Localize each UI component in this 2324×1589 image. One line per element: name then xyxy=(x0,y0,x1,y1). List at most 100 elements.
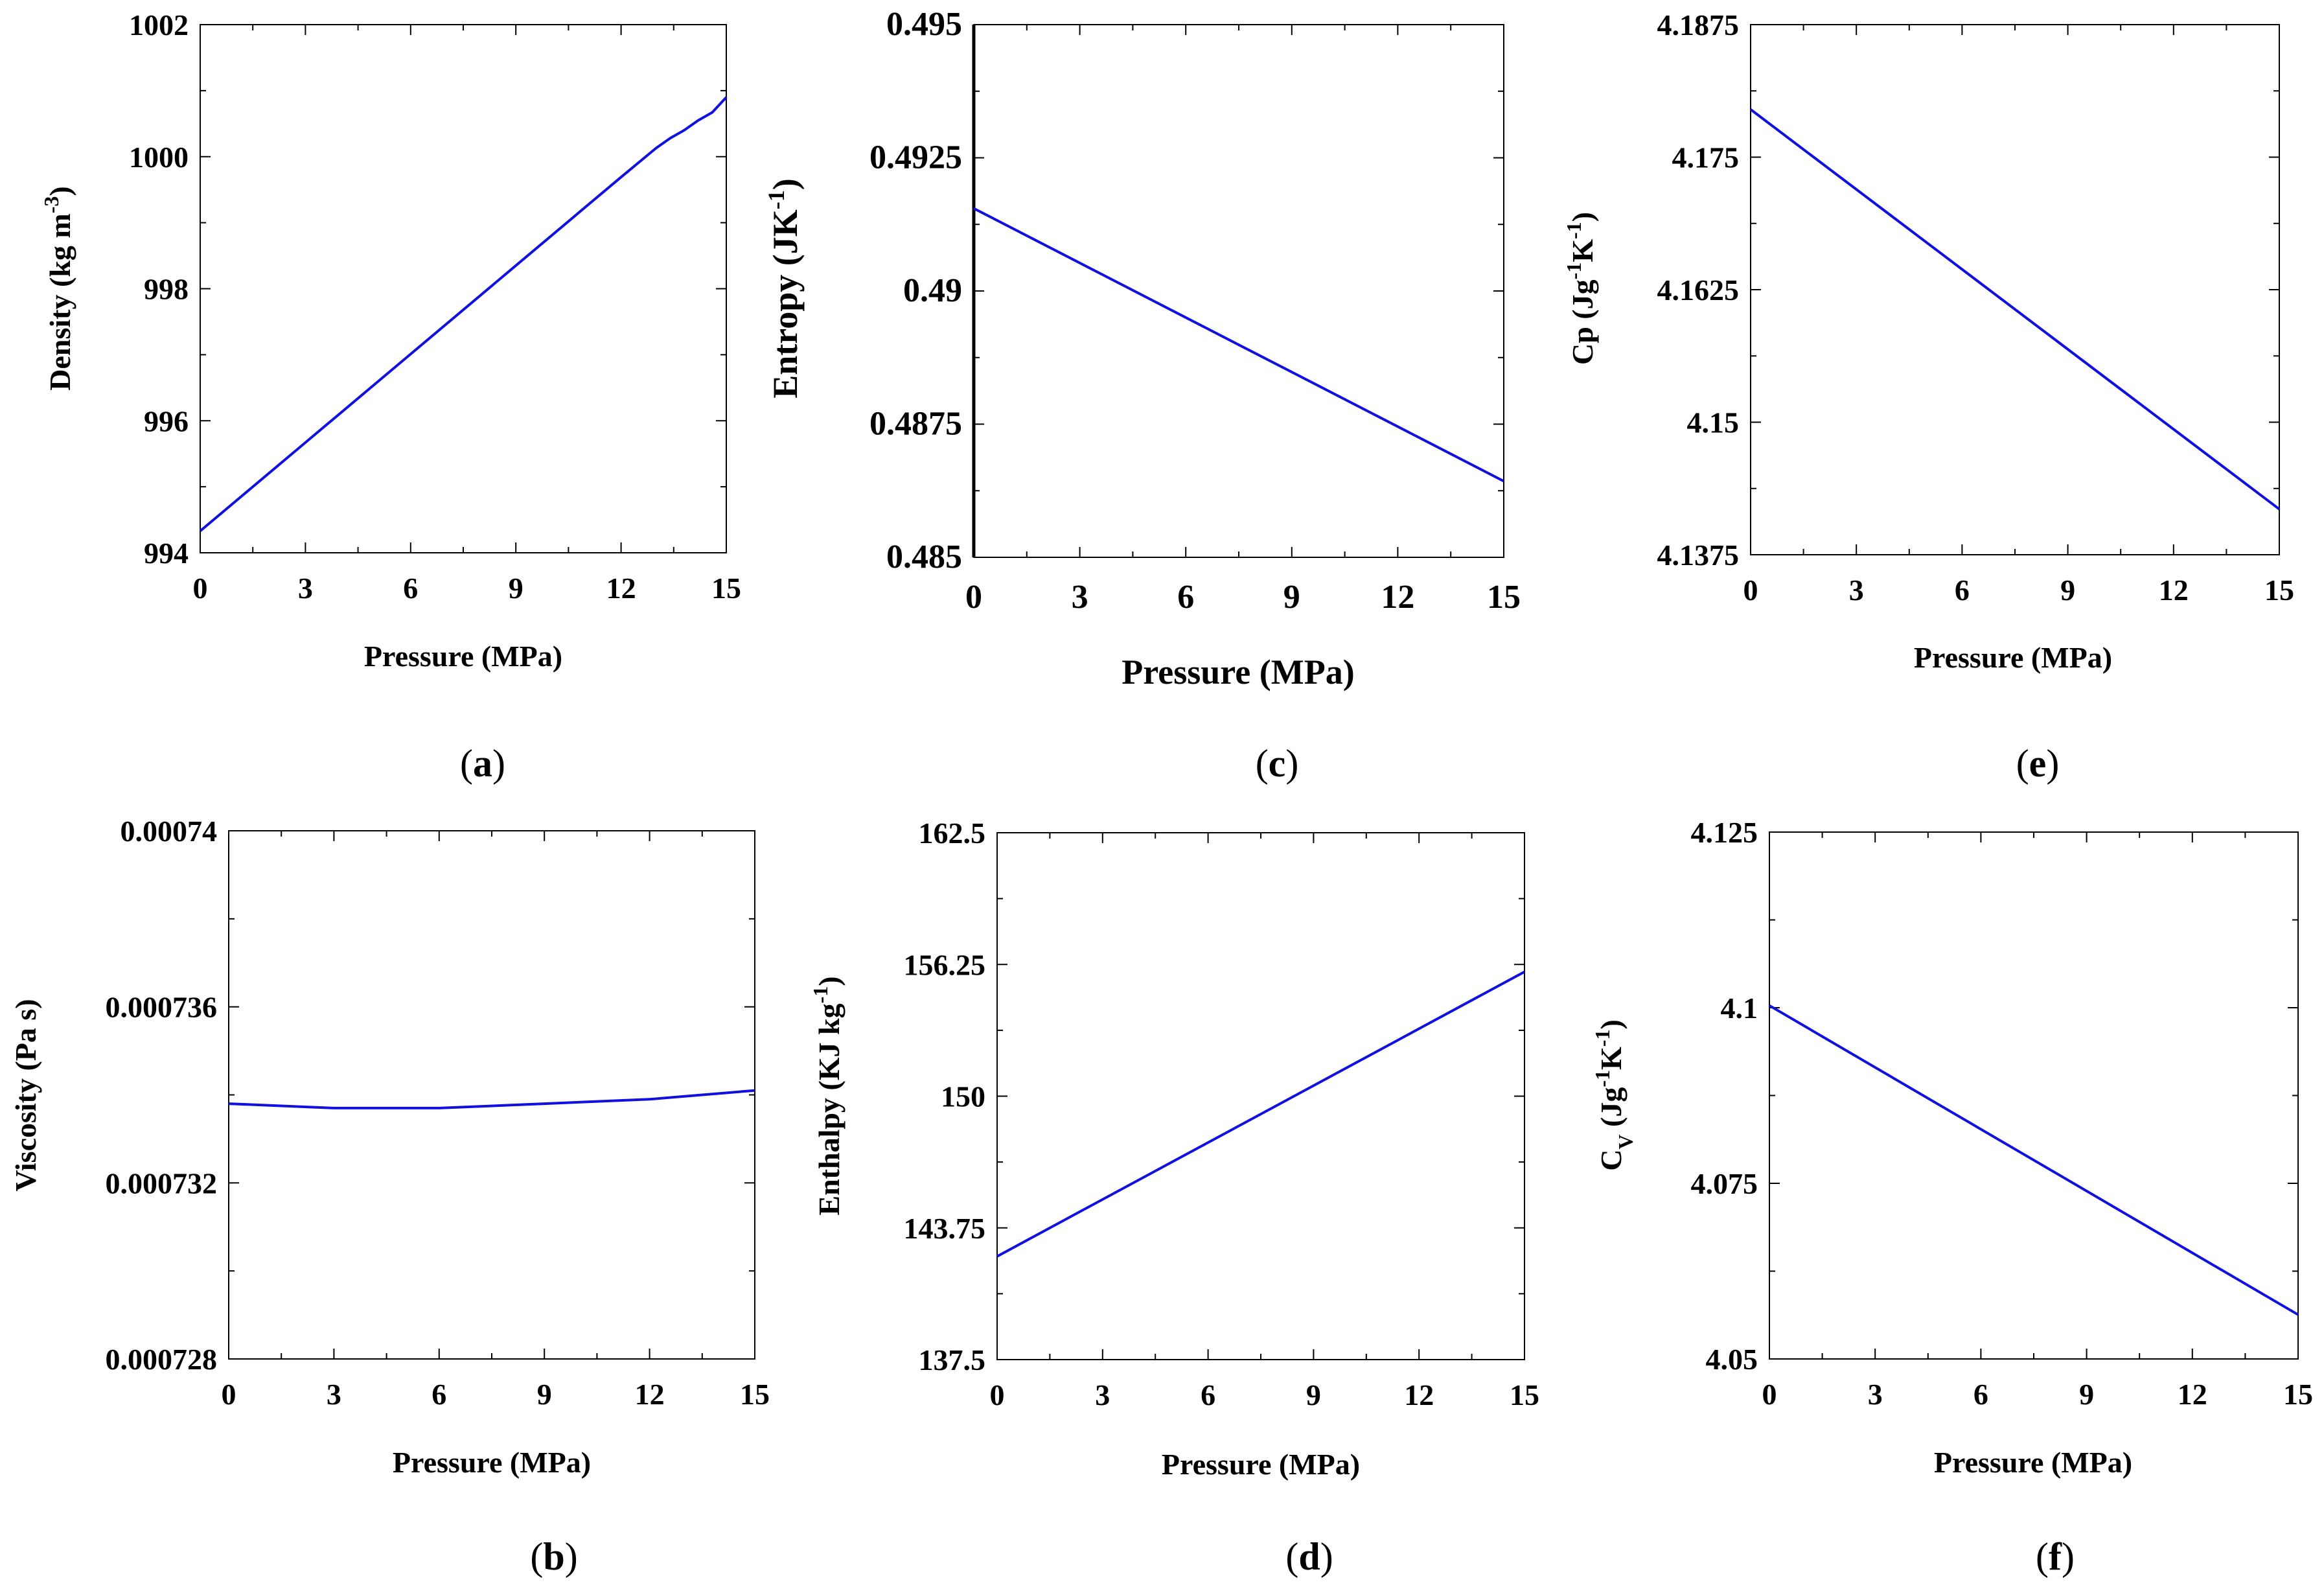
series-line-b-0 xyxy=(228,1089,755,1109)
x-axis-title-d: Pressure (MPa) xyxy=(1162,1448,1360,1481)
series-line-d-0 xyxy=(996,970,1525,1258)
y-tick-label-a-4: 1002 xyxy=(129,8,189,41)
panel-label-a: (a) xyxy=(460,742,505,785)
x-tick-label-a-5: 15 xyxy=(711,572,741,605)
ticks-c: 0 3 6 9 12 15 0.485 0.4875 0.49 0.4925 0.495 xyxy=(869,6,1521,616)
y-tick-label-c-1: 0.4875 xyxy=(869,406,962,443)
y-tick-label-e-1: 4.15 xyxy=(1687,406,1740,439)
series-group-a xyxy=(199,96,728,532)
x-tick-label-b-2: 6 xyxy=(431,1378,446,1411)
x-tick-label-d-2: 6 xyxy=(1201,1378,1215,1411)
y-tick-label-f-0: 4.05 xyxy=(1706,1343,1758,1376)
x-tick-label-a-0: 0 xyxy=(193,572,208,605)
chart-panel-f: 0 3 6 9 12 15 4.05 4.075 4.1 4.125 Pressure (MPa)… xyxy=(1591,816,2313,1578)
y-tick-label-b-1: 0.000732 xyxy=(106,1166,218,1200)
y-tick-label-c-4: 0.495 xyxy=(886,6,962,43)
x-tick-label-c-0: 0 xyxy=(965,579,982,616)
y-tick-label-c-2: 0.49 xyxy=(903,272,962,309)
panel-label-c: (c) xyxy=(1256,742,1299,785)
y-axis-title-c: Entropy (JK-1) xyxy=(763,178,805,399)
series-group-f xyxy=(1768,1004,2299,1316)
y-axis-title-a: Density (kg m-3) xyxy=(40,186,76,390)
x-tick-label-a-4: 12 xyxy=(606,572,636,605)
ticks-f: 0 3 6 9 12 15 4.05 4.075 4.1 4.125 xyxy=(1691,816,2314,1411)
y-tick-label-b-2: 0.000736 xyxy=(106,991,218,1024)
y-tick-label-f-3: 4.125 xyxy=(1691,816,1758,849)
y-tick-label-d-2: 150 xyxy=(941,1080,985,1113)
x-axis-title-e: Pressure (MPa) xyxy=(1914,641,2112,674)
series-group-d xyxy=(996,970,1525,1258)
x-tick-label-f-2: 6 xyxy=(1973,1378,1988,1411)
plot-area-a xyxy=(200,24,727,553)
x-tick-label-b-4: 12 xyxy=(635,1378,665,1411)
plot-area-f xyxy=(1769,831,2299,1360)
y-tick-label-f-2: 4.1 xyxy=(1721,992,1758,1025)
series-group-b xyxy=(228,1089,755,1109)
x-tick-label-e-3: 9 xyxy=(2060,574,2075,607)
chart-panel-c: 0 3 6 9 12 15 0.485 0.4875 0.49 0.4925 0.495 Press… xyxy=(763,6,1521,785)
x-tick-label-b-1: 3 xyxy=(327,1378,341,1411)
y-tick-label-c-3: 0.4925 xyxy=(869,139,962,176)
x-tick-label-f-1: 3 xyxy=(1868,1378,1883,1411)
x-tick-label-c-5: 15 xyxy=(1487,579,1521,616)
x-tick-label-e-4: 12 xyxy=(2159,574,2189,607)
panel-label-e: (e) xyxy=(2016,742,2060,785)
y-tick-label-c-0: 0.485 xyxy=(886,539,962,575)
y-axis-title-f: CV (Jg-1K-1) xyxy=(1591,1019,1637,1171)
y-tick-label-b-3: 0.00074 xyxy=(121,815,218,848)
y-tick-label-e-4: 4.1875 xyxy=(1657,8,1740,41)
x-tick-label-a-2: 6 xyxy=(403,572,418,605)
x-tick-label-e-2: 6 xyxy=(1955,574,1970,607)
plot-area-e xyxy=(1750,24,2280,555)
plot-area-b xyxy=(228,830,755,1360)
x-tick-label-d-1: 3 xyxy=(1095,1378,1110,1411)
y-tick-label-f-1: 4.075 xyxy=(1691,1167,1758,1200)
x-tick-label-b-0: 0 xyxy=(222,1378,236,1411)
x-tick-label-d-3: 9 xyxy=(1306,1378,1321,1411)
x-tick-label-a-1: 3 xyxy=(298,572,313,605)
plot-area-c xyxy=(973,24,1504,558)
ticks-b: 0 3 6 9 12 15 0.000728 0.000732 0.000736 0.00074 xyxy=(106,815,770,1411)
y-tick-label-a-1: 996 xyxy=(144,404,189,437)
y-tick-label-d-0: 137.5 xyxy=(919,1343,986,1376)
chart-panel-e: 0 3 6 9 12 15 4.1375 4.15 4.1625 4.175 4.1875 Pres… xyxy=(1562,8,2294,785)
x-tick-label-d-0: 0 xyxy=(990,1378,1005,1411)
y-tick-label-b-0: 0.000728 xyxy=(106,1343,218,1376)
ticks-a: 0 3 6 9 12 15 994 996 998 1000 1002 xyxy=(129,8,741,605)
y-tick-label-d-1: 143.75 xyxy=(904,1212,986,1245)
x-axis-title-a: Pressure (MPa) xyxy=(364,640,562,673)
plot-area-d xyxy=(996,832,1525,1360)
panel-label-f: (f) xyxy=(2036,1535,2075,1578)
series-group-e xyxy=(1749,108,2281,511)
chart-panel-a: 0 3 6 9 12 15 994 996 998 1000 1002 Pressure (MPa)… xyxy=(40,8,741,785)
x-tick-label-e-1: 3 xyxy=(1849,574,1864,607)
ticks-e: 0 3 6 9 12 15 4.1375 4.15 4.1625 4.175 4.1875 xyxy=(1657,8,2295,607)
y-tick-label-d-3: 156.25 xyxy=(904,948,986,981)
x-axis-title-b: Pressure (MPa) xyxy=(393,1446,591,1479)
y-tick-label-a-3: 1000 xyxy=(129,141,189,174)
series-line-e-0 xyxy=(1749,108,2281,511)
y-tick-label-e-2: 4.1625 xyxy=(1657,273,1740,307)
x-axis-title-f: Pressure (MPa) xyxy=(1934,1446,2132,1479)
x-tick-label-f-3: 9 xyxy=(2079,1378,2094,1411)
x-tick-label-c-1: 3 xyxy=(1072,579,1088,616)
series-line-c-0 xyxy=(973,207,1504,483)
y-tick-label-d-4: 162.5 xyxy=(919,817,986,850)
x-tick-label-f-4: 12 xyxy=(2178,1378,2207,1411)
y-tick-label-a-2: 998 xyxy=(144,273,189,306)
x-tick-label-e-0: 0 xyxy=(1743,574,1758,607)
x-axis-title-c: Pressure (MPa) xyxy=(1122,653,1354,691)
x-tick-label-c-4: 12 xyxy=(1381,579,1414,616)
x-tick-label-d-5: 15 xyxy=(1510,1378,1539,1411)
x-tick-label-a-3: 9 xyxy=(509,572,523,605)
x-tick-label-d-4: 12 xyxy=(1404,1378,1434,1411)
y-tick-label-a-0: 994 xyxy=(144,537,189,570)
x-tick-label-b-3: 9 xyxy=(537,1378,552,1411)
x-tick-label-f-5: 15 xyxy=(2283,1378,2313,1411)
series-line-f-0 xyxy=(1768,1004,2299,1316)
y-axis-title-e: Cp (Jg-1K-1) xyxy=(1562,212,1599,365)
chart-panel-b: 0 3 6 9 12 150.0007280.0007320.0007360.00074 … xyxy=(9,815,770,1578)
y-tick-label-e-3: 4.175 xyxy=(1672,141,1740,174)
x-tick-label-f-0: 0 xyxy=(1762,1378,1777,1411)
